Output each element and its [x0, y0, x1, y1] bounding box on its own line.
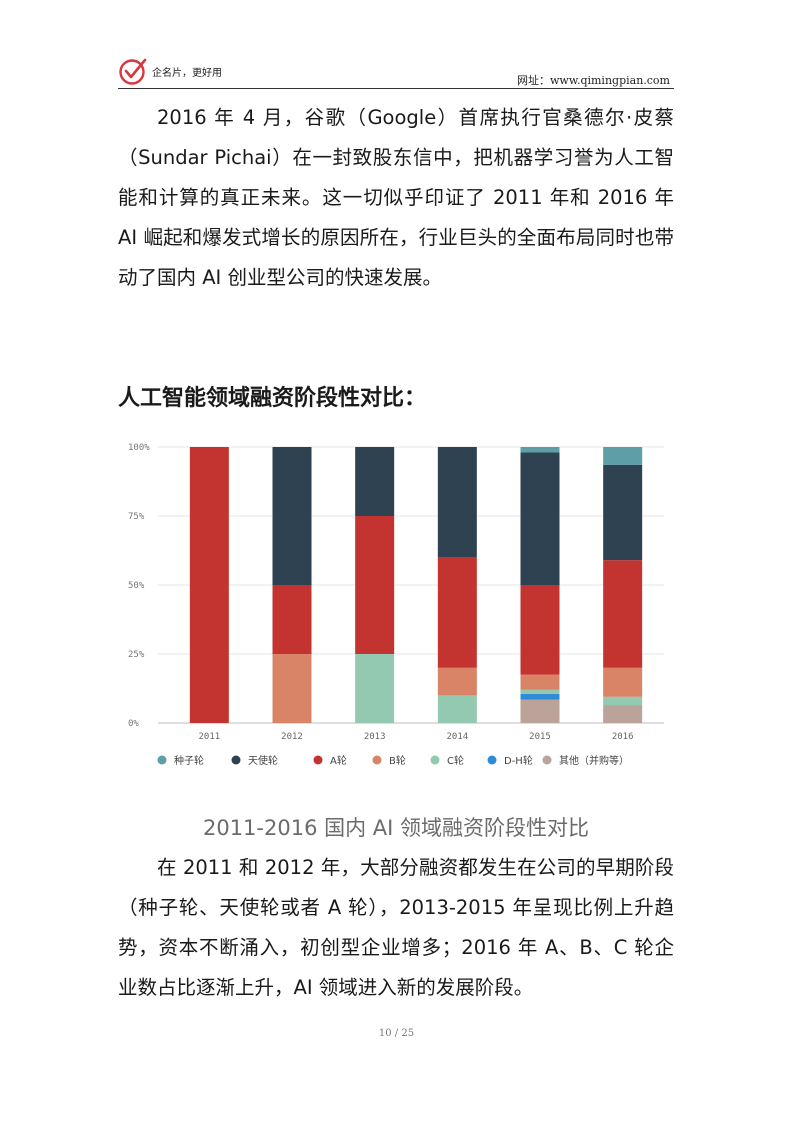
bar-segment — [520, 452, 560, 585]
legend-marker — [487, 755, 497, 765]
page-header: 企名片，更好用 网址：www.qimingpian.com — [118, 52, 674, 89]
bar-segment — [437, 447, 477, 558]
legend-marker — [313, 755, 323, 765]
legend-marker — [542, 755, 552, 765]
x-tick-label: 2012 — [281, 732, 303, 742]
y-tick-label: 75% — [128, 512, 145, 522]
bar-segment — [437, 695, 477, 723]
bar-segment — [355, 447, 395, 516]
bar-segment — [520, 447, 560, 453]
paragraph-analysis: 在 2011 和 2012 年，大部分融资都发生在公司的早期阶段（种子轮、天使轮… — [118, 856, 674, 999]
bar-segment — [603, 560, 643, 668]
logo-text: 企名片，更好用 — [152, 68, 222, 79]
legend-label: B轮 — [389, 754, 406, 767]
bar-segment — [272, 447, 312, 585]
legend-label: 种子轮 — [174, 754, 204, 767]
bar-segment — [272, 654, 312, 723]
x-tick-label: 2014 — [446, 732, 468, 742]
bar-segment — [272, 585, 312, 654]
legend-label: A轮 — [330, 754, 347, 767]
y-tick-label: 0% — [128, 719, 139, 729]
bar-segment — [520, 699, 560, 723]
y-tick-label: 50% — [128, 581, 145, 591]
section-title: 人工智能领域融资阶段性对比： — [118, 386, 427, 411]
bar-segment — [437, 667, 477, 696]
bar-segment — [603, 696, 643, 706]
legend-label: D-H轮 — [504, 754, 533, 767]
bar-segment — [355, 654, 395, 723]
y-tick-label: 100% — [128, 443, 150, 453]
funding-stage-chart: 0% 25% 50% 75% 100% 2011 2012 2013 2014 2015 2016 种… — [128, 443, 664, 767]
legend-marker — [157, 755, 167, 765]
bar-segment — [603, 464, 643, 561]
x-tick-label: 2013 — [364, 732, 386, 742]
legend-marker — [231, 755, 241, 765]
legend-marker — [430, 755, 440, 765]
legend-label: C轮 — [447, 754, 464, 767]
legend-marker — [372, 755, 382, 765]
bar-segment — [437, 557, 477, 668]
site-url: 网址：www.qimingpian.com — [517, 74, 670, 87]
chart-caption: 2011-2016 国内 AI 领域融资阶段性对比 — [202, 816, 590, 840]
x-tick-label: 2011 — [198, 732, 220, 742]
page-number: 10 / 25 — [378, 1028, 415, 1039]
bar-segment — [355, 516, 395, 654]
bar-segment — [603, 447, 643, 465]
legend-label: 天使轮 — [248, 754, 278, 767]
checkmark-logo-icon — [119, 58, 147, 85]
bar-segment — [520, 674, 560, 690]
bar-segment — [603, 705, 643, 723]
bar-segment — [520, 689, 560, 695]
bar-segment — [520, 694, 560, 700]
bar-segment — [189, 447, 229, 723]
bar-segment — [520, 585, 560, 675]
x-tick-label: 2015 — [529, 732, 551, 742]
paragraph-intro: 2016 年 4 月，谷歌（Google）首席执行官桑德尔·皮蔡（Sundar … — [118, 106, 674, 289]
legend-label: 其他（并购等） — [559, 754, 629, 767]
y-tick-label: 25% — [128, 650, 145, 660]
bar-segment — [603, 667, 643, 697]
x-tick-label: 2016 — [612, 732, 634, 742]
